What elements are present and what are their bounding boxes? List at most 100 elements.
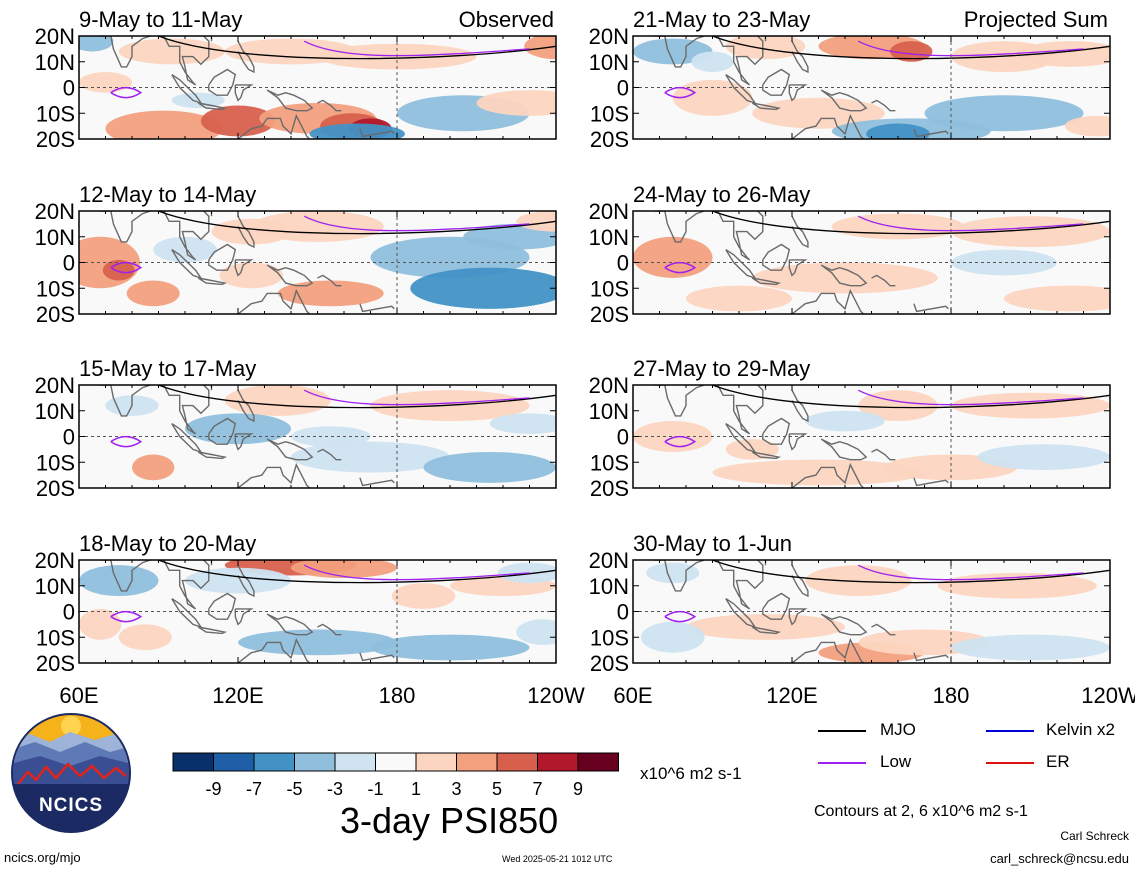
y-tick-label: 20S [590,302,629,327]
coastline [654,560,705,592]
anomaly-shade [725,439,779,460]
y-tick-label: 10N [589,399,629,424]
coastline [208,592,237,620]
y-tick-label: 20S [36,476,75,501]
coastline [197,451,228,460]
anomaly-shade [224,385,331,416]
coastline [788,433,808,451]
coastline [197,626,228,635]
colorbar-tick-label: 7 [532,779,542,799]
y-tick-label: 10N [35,399,75,424]
coastline [654,211,705,243]
anomaly-shade [672,79,753,116]
colorbar: -9 -7 -5 -3 -1 1 3 5 7 9 [172,752,619,799]
y-tick-label: 0 [63,600,75,625]
y-tick-label: 10S [36,276,75,301]
colorbar-tick-label: -7 [246,779,262,799]
y-tick-label: 20S [590,476,629,501]
anomaly-shade [391,583,456,609]
anomaly-shade [1064,115,1110,137]
anomaly-shade [1017,41,1110,67]
coastline [208,243,237,271]
anomaly-shade [890,41,933,62]
anomaly-shade [497,562,556,584]
y-tick-label: 20S [36,302,75,327]
figure-title: 3-day PSI850 [340,800,559,841]
coastline [266,264,314,287]
anomaly-shade [291,560,397,579]
coastline [359,303,395,313]
anomaly-shade [79,36,114,52]
y-tick-label: 0 [63,76,75,101]
coastline [751,277,782,286]
y-tick-label: 10N [35,574,75,599]
ncics-logo[interactable]: NCICS [10,712,132,834]
coastline [163,385,210,435]
panel-title: 12-May to 14-May [79,182,256,207]
author-name: Carl Schreck [1060,829,1129,843]
colorbar-swatch [294,752,336,772]
contour-note: Contours at 2, 6 x10^6 m2 s-1 [814,803,1028,820]
coastline [871,99,896,112]
coastline [820,264,868,287]
anomaly-shade [238,629,397,656]
x-tick-label: 60E [613,683,652,708]
coastline [791,40,809,74]
coastline [317,99,342,112]
y-tick-label: 20N [589,199,629,224]
colorbar-swatch [375,752,417,772]
anomaly-shade [277,280,384,307]
anomaly-shade [951,216,1110,248]
y-tick-label: 20N [589,548,629,573]
y-tick-label: 10S [36,450,75,475]
y-tick-label: 10S [590,276,629,301]
y-tick-label: 10S [36,625,75,650]
coastline [359,477,395,487]
coastline [237,40,255,74]
coastline [234,608,254,626]
x-tick-label: 60E [59,683,98,708]
coastline [163,36,210,86]
coastline [820,89,868,112]
coastline [717,36,764,86]
anomaly-shade [686,614,845,640]
coastline [100,560,151,592]
anomaly-shade [291,441,450,473]
author-email[interactable]: carl_schreck@ncsu.edu [990,851,1129,866]
map-panel: 21-May to 23-May Projected Sum 20N10N010S2… [589,7,1111,152]
source-url[interactable]: ncics.org/mjo [4,850,81,865]
anomaly-shade [423,451,556,483]
anomaly-shade [805,410,885,432]
colorbar-swatch [213,752,255,772]
y-tick-label: 0 [63,251,75,276]
anomaly-shade [516,619,556,645]
anomaly-shade [924,95,1084,132]
colorbar-tick-label: 1 [411,779,421,799]
anomaly-shade [118,624,172,651]
anomaly-shade [752,97,885,129]
coastline [788,608,808,626]
y-tick-label: 10N [589,50,629,75]
panel-title: 27-May to 29-May [633,356,810,381]
colorbar-swatch [415,752,457,772]
coastline [317,274,342,287]
legend-line-er [986,762,1034,764]
y-tick-label: 20N [589,24,629,49]
y-tick-label: 10S [36,101,75,126]
anomaly-shade [725,36,806,60]
coastline [234,259,254,277]
colorbar-swatch [172,752,214,772]
legend-line-kelvin [986,730,1034,732]
timestamp: Wed 2025-05-21 1012 UTC [502,854,613,864]
coastline [791,564,809,598]
anomaly-shade [752,262,938,294]
y-tick-label: 0 [617,600,629,625]
anomaly-shade [153,236,217,263]
coastline [100,36,151,68]
panel-title: 18-May to 20-May [79,531,256,556]
y-tick-label: 20S [36,651,75,676]
anomaly-shade [309,123,405,139]
panel-tag: Projected Sum [964,7,1108,32]
